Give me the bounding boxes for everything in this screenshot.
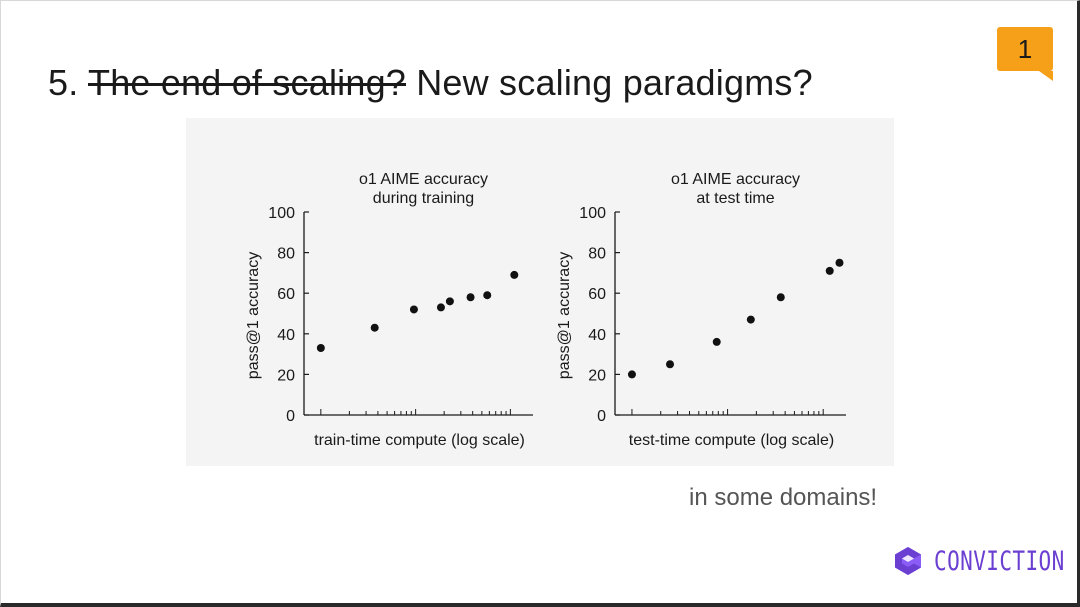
conviction-logo-icon xyxy=(895,547,921,575)
chart2-x-axis-label: test-time compute (log scale) xyxy=(629,432,834,449)
chart2-data-point xyxy=(825,266,834,275)
chart1-data-point xyxy=(370,323,379,332)
chart2-title-line: o1 AIME accuracy xyxy=(671,171,800,188)
chart2-y-tick-label: 100 xyxy=(579,205,606,222)
chart1-data-point xyxy=(510,270,519,279)
chart1-y-tick-label: 60 xyxy=(277,286,295,303)
chart2-data-point xyxy=(666,360,675,369)
chart2-y-tick-label: 60 xyxy=(588,286,606,303)
comment-badge[interactable]: 1 xyxy=(997,27,1053,71)
chart1-x-axis-label: train-time compute (log scale) xyxy=(314,432,525,449)
chart2-data-point xyxy=(776,293,785,302)
chart2-data-point xyxy=(712,337,721,346)
chart2-title-line: at test time xyxy=(696,190,774,207)
chart2-data-point xyxy=(835,258,844,267)
chart1-y-tick-label: 80 xyxy=(277,246,295,263)
charts-svg: o1 AIME accuracy during training 0 20 40 60 80… xyxy=(245,171,846,449)
chart1-y-tick-label: 40 xyxy=(277,327,295,344)
chart1-title-line: o1 AIME accuracy xyxy=(359,171,488,188)
chart1-y-tick-label: 100 xyxy=(268,205,295,222)
chart2-data-point xyxy=(746,315,755,324)
chart2-y-tick-label: 40 xyxy=(588,327,606,344)
title-rest: New scaling paradigms? xyxy=(416,62,813,103)
conviction-logo: CONVICTION xyxy=(892,545,1080,577)
chart1-y-tick-label: 0 xyxy=(286,408,295,425)
comment-badge-tail xyxy=(1039,71,1053,81)
chart1-data-point xyxy=(409,305,418,314)
chart2-y-axis-label: pass@1 accuracy xyxy=(556,252,573,379)
chart1-data-point xyxy=(483,291,492,300)
chart2-y-tick-label: 20 xyxy=(588,367,606,384)
chart1-data-point xyxy=(466,293,475,302)
chart1-data-point xyxy=(445,297,454,306)
chart1-data-point xyxy=(316,344,325,353)
caption-text: in some domains! xyxy=(689,484,878,511)
title-number: 5. xyxy=(48,62,79,103)
chart-panel: o1 AIME accuracy during training 0 20 40 60 80… xyxy=(186,118,894,466)
slide-title: 5. The end of scaling? New scaling parad… xyxy=(48,62,813,104)
logo-wordmark: CONVICTION xyxy=(934,545,1065,577)
chart1-y-axis-label: pass@1 accuracy xyxy=(245,252,262,379)
chart2-y-tick-label: 0 xyxy=(597,408,606,425)
chart2-y-tick-label: 80 xyxy=(588,246,606,263)
struck-title-text: The end of scaling? xyxy=(88,62,407,103)
chart2-data-point xyxy=(627,370,636,379)
chart1-data-point xyxy=(436,303,445,312)
chart1-y-tick-label: 20 xyxy=(277,367,295,384)
chart1-title-line: during training xyxy=(373,190,474,207)
